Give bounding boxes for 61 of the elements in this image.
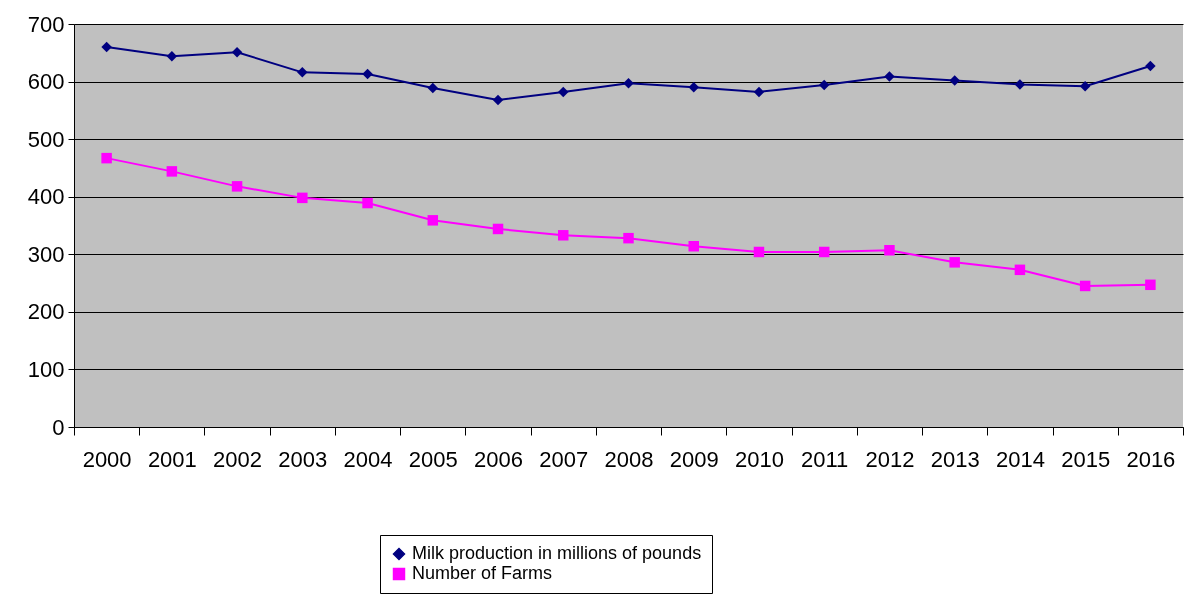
point: [1079, 280, 1091, 292]
point: [427, 82, 439, 94]
point: [297, 67, 308, 78]
x-tick-label: 2001: [147, 446, 197, 472]
point: [166, 51, 178, 62]
legend-label: Number of Farms: [412, 563, 553, 583]
point: [297, 192, 308, 204]
point: [884, 71, 895, 82]
point: [231, 46, 243, 58]
x-tick-label: 2015: [1061, 446, 1111, 472]
y-tick-label: 500: [27, 126, 65, 152]
point: [753, 86, 765, 98]
x-tick-label: 2007: [539, 446, 589, 472]
point: [1145, 279, 1156, 291]
point: [818, 79, 830, 91]
point: [688, 82, 699, 93]
point: [753, 246, 765, 258]
point: [884, 245, 895, 256]
point: [818, 246, 830, 258]
x-tick-label: 2012: [865, 446, 915, 472]
point: [362, 197, 373, 209]
point: [558, 230, 569, 241]
x-tick-label: 2004: [343, 446, 393, 472]
point: [688, 240, 699, 252]
point: [492, 94, 504, 106]
x-tick-label: 2008: [604, 446, 654, 472]
x-tick-label: 2002: [213, 446, 263, 472]
y-tick-label: 100: [27, 356, 65, 382]
point: [623, 78, 634, 89]
x-tick-label: 2011: [801, 446, 849, 472]
point: [362, 68, 373, 80]
x-tick-label: 2013: [930, 446, 980, 472]
point: [166, 166, 178, 177]
legend-label: Milk production in millions of pounds: [412, 543, 702, 563]
x-tick-label: 2005: [408, 446, 458, 472]
y-tick-label: 300: [27, 241, 65, 267]
point: [101, 152, 112, 164]
y-tick-label: 700: [27, 11, 65, 37]
x-tick-label: 2003: [278, 446, 328, 472]
point: [1079, 80, 1091, 92]
y-tick-label: 600: [27, 69, 65, 95]
x-tick-label: 2010: [734, 446, 784, 472]
point: [1145, 60, 1156, 72]
point: [427, 215, 439, 226]
x-tick-label: 2014: [995, 446, 1045, 472]
y-tick-label: 400: [27, 184, 65, 210]
x-tick-label: 2009: [669, 446, 719, 472]
point: [1014, 79, 1026, 90]
point: [623, 232, 634, 244]
point: [949, 257, 960, 268]
y-tick-label: 0: [52, 414, 65, 440]
x-tick-label: 2000: [82, 446, 132, 472]
point: [558, 86, 569, 98]
point: [231, 181, 243, 192]
x-tick-label: 2006: [474, 446, 524, 472]
point: [949, 75, 960, 86]
point: [492, 223, 504, 235]
point: [1014, 264, 1026, 276]
point: [101, 41, 112, 53]
y-tick-label: 200: [27, 299, 65, 325]
x-tick-label: 2016: [1126, 446, 1176, 472]
